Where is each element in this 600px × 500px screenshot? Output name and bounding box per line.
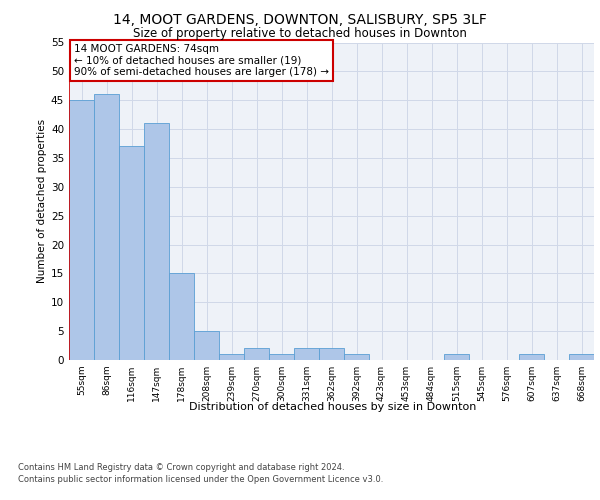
Bar bbox=[519, 354, 544, 360]
Bar bbox=[269, 354, 294, 360]
Bar bbox=[219, 354, 244, 360]
Bar bbox=[319, 348, 344, 360]
Bar bbox=[294, 348, 319, 360]
Bar bbox=[344, 354, 369, 360]
Y-axis label: Number of detached properties: Number of detached properties bbox=[37, 119, 47, 284]
Bar bbox=[119, 146, 144, 360]
Text: 14, MOOT GARDENS, DOWNTON, SALISBURY, SP5 3LF: 14, MOOT GARDENS, DOWNTON, SALISBURY, SP… bbox=[113, 12, 487, 26]
Bar bbox=[169, 274, 194, 360]
Bar bbox=[444, 354, 469, 360]
Text: Contains HM Land Registry data © Crown copyright and database right 2024.: Contains HM Land Registry data © Crown c… bbox=[18, 462, 344, 471]
Bar bbox=[144, 124, 169, 360]
Bar bbox=[69, 100, 94, 360]
Text: Size of property relative to detached houses in Downton: Size of property relative to detached ho… bbox=[133, 28, 467, 40]
Text: 14 MOOT GARDENS: 74sqm
← 10% of detached houses are smaller (19)
90% of semi-det: 14 MOOT GARDENS: 74sqm ← 10% of detached… bbox=[74, 44, 329, 78]
Bar bbox=[244, 348, 269, 360]
Bar bbox=[94, 94, 119, 360]
Bar bbox=[194, 331, 219, 360]
Bar bbox=[569, 354, 594, 360]
Text: Distribution of detached houses by size in Downton: Distribution of detached houses by size … bbox=[190, 402, 476, 412]
Text: Contains public sector information licensed under the Open Government Licence v3: Contains public sector information licen… bbox=[18, 475, 383, 484]
